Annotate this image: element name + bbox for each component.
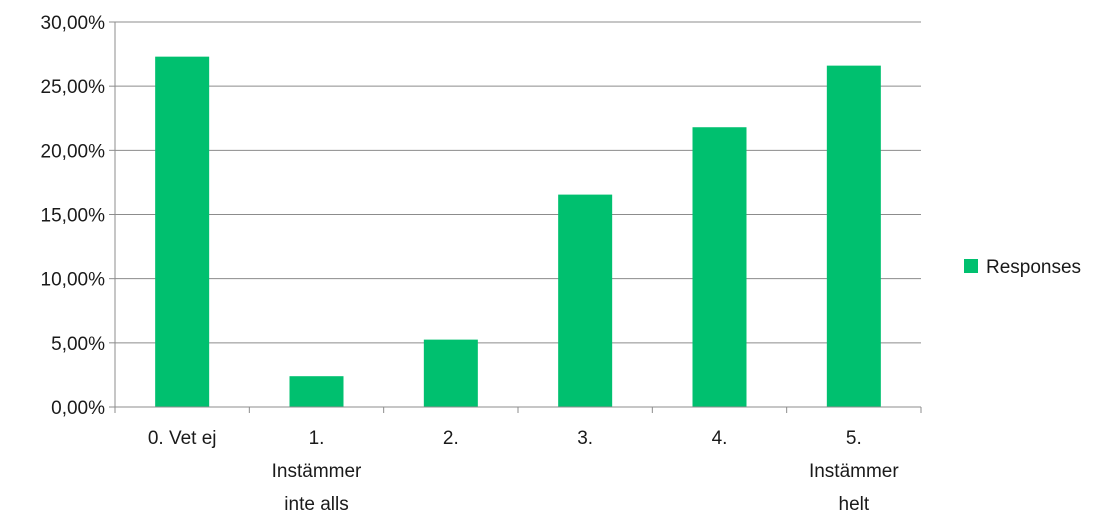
legend-label: Responses <box>986 257 1081 278</box>
bar <box>826 65 881 407</box>
x-category-label-line: 0. Vet ej <box>148 428 217 449</box>
x-category-label-line: Instämmer <box>272 461 362 482</box>
y-tick-labels: 0,00% 5,00% 10,00% 15,00% 20,00% 25,00% 30,00% <box>41 13 106 419</box>
x-category-label-line: 3. <box>577 428 593 449</box>
bars <box>155 56 881 408</box>
x-category-label-line: 4. <box>712 428 728 449</box>
x-category-label: 3. <box>577 428 593 449</box>
x-category-label: 4. <box>712 428 728 449</box>
bar <box>423 339 478 407</box>
x-category-label-line: 5. <box>846 428 862 449</box>
x-category-label-line: inte alls <box>284 494 348 515</box>
x-category-label-line: 1. <box>309 428 325 449</box>
x-category-label: 5. Instämmer helt <box>809 428 899 515</box>
x-category-label: 1. Instämmer inte alls <box>272 428 362 515</box>
y-tick-label: 10,00% <box>41 270 106 291</box>
x-category-labels: 0. Vet ej 1. Instämmer inte alls 2. 3. 4. 5. Ins… <box>148 428 900 515</box>
y-tick-label: 0,00% <box>51 398 105 419</box>
x-category-label: 0. Vet ej <box>148 428 217 449</box>
y-tick-label: 15,00% <box>41 206 106 227</box>
gridlines <box>115 21 921 344</box>
y-tick-label: 25,00% <box>41 77 106 98</box>
axes <box>109 21 922 413</box>
bar <box>692 127 747 407</box>
bar <box>558 194 613 407</box>
x-category-label-line: helt <box>839 494 870 515</box>
bar <box>289 376 344 407</box>
x-category-label: 2. <box>443 428 459 449</box>
y-tick-label: 20,00% <box>41 141 106 162</box>
legend: Responses <box>964 257 1081 278</box>
x-category-label-line: Instämmer <box>809 461 899 482</box>
x-category-label-line: 2. <box>443 428 459 449</box>
y-tick-label: 5,00% <box>51 334 105 355</box>
legend-swatch <box>964 259 978 273</box>
y-tick-label: 30,00% <box>41 13 106 34</box>
bar <box>155 56 210 408</box>
